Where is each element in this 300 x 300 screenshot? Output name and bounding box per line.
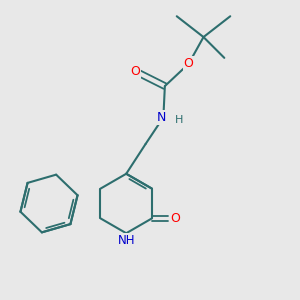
Text: O: O: [184, 57, 194, 70]
Text: H: H: [175, 115, 183, 125]
Text: N: N: [157, 111, 167, 124]
Text: O: O: [170, 212, 180, 225]
Text: NH: NH: [118, 234, 135, 247]
Text: O: O: [130, 65, 140, 78]
